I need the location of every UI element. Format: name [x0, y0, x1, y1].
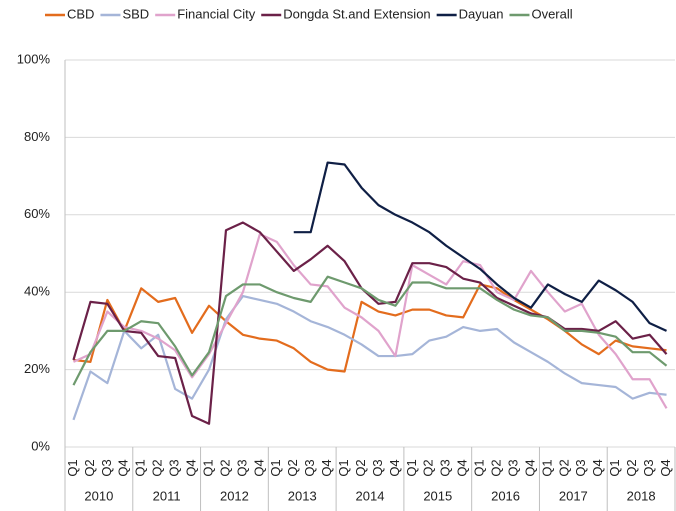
series-line [72, 275, 668, 386]
x-tick-label: Q4 [319, 459, 334, 476]
x-tick-label: Q4 [251, 459, 266, 476]
x-tick-label: Q1 [200, 459, 215, 476]
x-tick-label: Q2 [150, 459, 165, 476]
x-tick-label: Q3 [505, 459, 520, 476]
x-tick-label: Q2 [285, 459, 300, 476]
x-tick-label: Q4 [387, 459, 402, 476]
x-tick-label: Q2 [489, 459, 504, 476]
x-tick-label: Q4 [184, 459, 199, 476]
series-line [72, 294, 667, 421]
legend-label: Overall [531, 6, 572, 21]
year-label: 2012 [220, 488, 249, 503]
year-label: 2016 [491, 488, 520, 503]
y-tick-label: 40% [24, 284, 50, 299]
year-label: 2018 [627, 488, 656, 503]
x-tick-label: Q4 [522, 459, 537, 476]
x-tick-label: Q1 [607, 459, 622, 476]
x-tick-label: Q2 [82, 459, 97, 476]
x-tick-label: Q4 [455, 459, 470, 476]
y-tick-label: 20% [24, 361, 50, 376]
x-tick-label: Q2 [421, 459, 436, 476]
x-tick-label: Q3 [167, 459, 182, 476]
x-tick-label: Q3 [234, 459, 249, 476]
y-tick-label: 100% [17, 51, 51, 66]
x-tick-label: Q1 [404, 459, 419, 476]
legend-label: Financial City [177, 6, 256, 21]
y-tick-label: 60% [24, 206, 50, 221]
year-label: 2017 [559, 488, 588, 503]
x-tick-label: Q1 [133, 459, 148, 476]
x-tick-label: Q4 [116, 459, 131, 476]
x-tick-label: Q2 [353, 459, 368, 476]
x-tick-label: Q2 [217, 459, 232, 476]
year-label: 2013 [288, 488, 317, 503]
series-line [73, 283, 667, 373]
y-tick-label: 80% [24, 129, 50, 144]
x-tick-label: Q1 [268, 459, 283, 476]
x-tick-label: Q1 [65, 459, 80, 476]
x-tick-label: Q4 [658, 459, 673, 476]
x-tick-label: Q1 [539, 459, 554, 476]
x-tick-label: Q1 [336, 459, 351, 476]
x-tick-label: Q3 [438, 459, 453, 476]
x-tick-label: Q4 [590, 459, 605, 476]
year-label: 2010 [84, 488, 113, 503]
x-tick-label: Q3 [302, 459, 317, 476]
year-label: 2014 [356, 488, 385, 503]
legend-label: CBD [67, 6, 94, 21]
series-line [73, 233, 668, 409]
x-tick-label: Q3 [370, 459, 385, 476]
legend-label: Dongda St.and Extension [283, 6, 430, 21]
year-label: 2011 [153, 488, 181, 503]
x-tick-label: Q3 [573, 459, 588, 476]
x-tick-label: Q1 [472, 459, 487, 476]
series-line [72, 221, 668, 425]
y-tick-label: 0% [31, 438, 50, 453]
x-tick-label: Q3 [641, 459, 656, 476]
x-tick-label: Q2 [556, 459, 571, 476]
year-label: 2015 [423, 488, 452, 503]
x-tick-label: Q2 [624, 459, 639, 476]
legend-label: SBD [122, 6, 149, 21]
series-line [293, 161, 667, 332]
legend-label: Dayuan [459, 6, 504, 21]
x-tick-label: Q3 [99, 459, 114, 476]
